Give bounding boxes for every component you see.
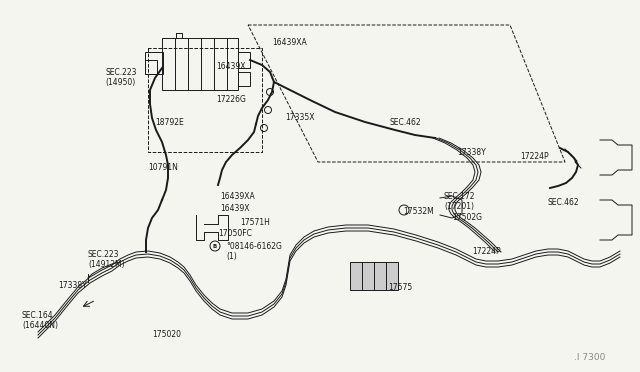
Text: SEC.164
(16440N): SEC.164 (16440N) (22, 311, 58, 330)
Text: SEC.223
(14912M): SEC.223 (14912M) (88, 250, 125, 269)
Bar (162, 38, 238, 90)
Text: 16439XA: 16439XA (220, 192, 255, 201)
Text: .I 7300: .I 7300 (574, 353, 605, 362)
Text: 17335X: 17335X (285, 113, 314, 122)
Text: 17532M: 17532M (403, 207, 434, 216)
Text: 16439X: 16439X (216, 62, 246, 71)
Text: SEC.172
(17201): SEC.172 (17201) (444, 192, 476, 211)
Text: 17502G: 17502G (452, 213, 482, 222)
Text: SEC.462: SEC.462 (548, 198, 580, 207)
Bar (145, 52, 163, 74)
Text: °08146-6162G
(1): °08146-6162G (1) (226, 242, 282, 262)
Text: 175020: 175020 (152, 330, 181, 339)
Text: 17338Y: 17338Y (58, 281, 87, 290)
Text: SEC.223
(14950): SEC.223 (14950) (105, 68, 136, 87)
Bar (238, 52, 250, 68)
Text: 17050FC: 17050FC (218, 229, 252, 238)
Text: 17224P: 17224P (472, 247, 500, 256)
Text: 17224P: 17224P (520, 152, 548, 161)
Text: 17575: 17575 (388, 283, 412, 292)
Text: SEC.462: SEC.462 (390, 118, 422, 127)
Text: 17338Y: 17338Y (457, 148, 486, 157)
Text: 16439X: 16439X (220, 204, 250, 213)
Text: 16439XA: 16439XA (272, 38, 307, 47)
Bar (350, 262, 398, 290)
Text: 17571H: 17571H (240, 218, 270, 227)
Bar (238, 72, 250, 86)
Text: 17226G: 17226G (216, 95, 246, 104)
Text: 10791N: 10791N (148, 163, 178, 172)
Text: B: B (213, 244, 217, 248)
Text: 18792E: 18792E (155, 118, 184, 127)
Bar (145, 60, 157, 74)
